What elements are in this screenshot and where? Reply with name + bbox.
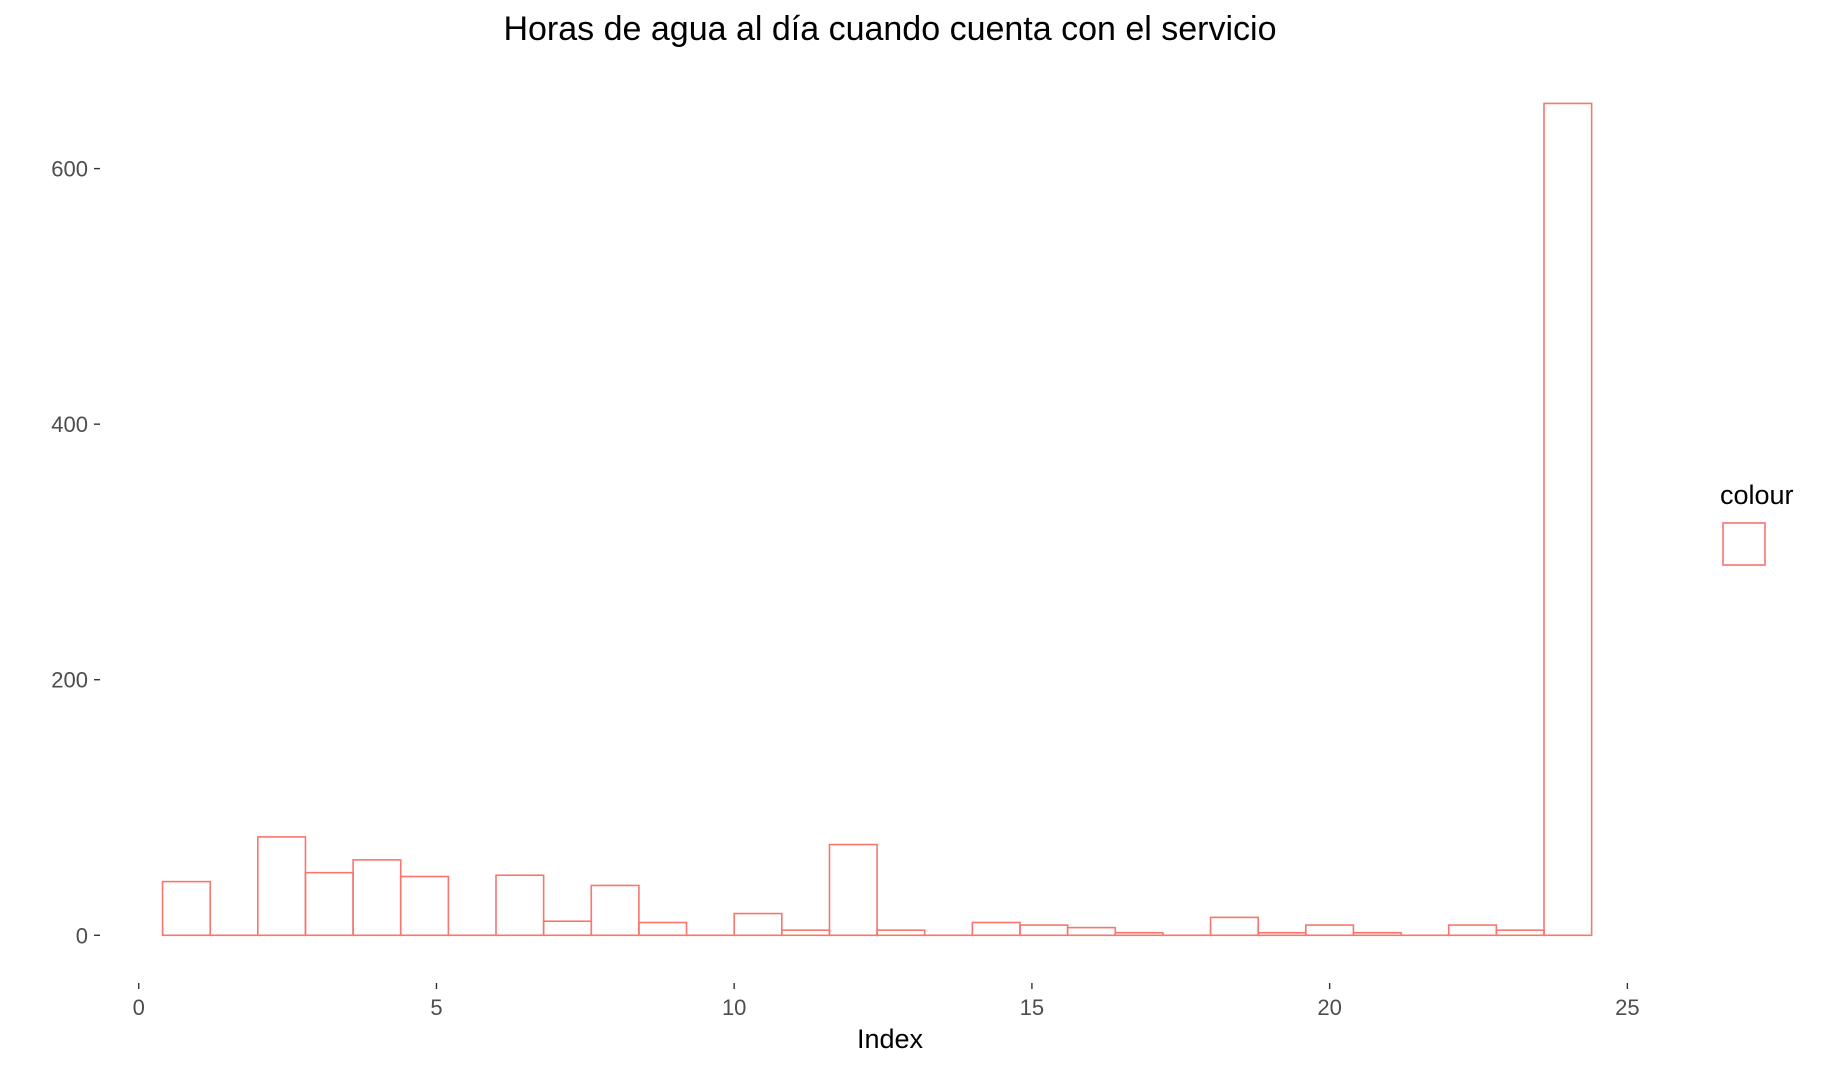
histogram-bar-19 bbox=[1066, 926, 1117, 937]
histogram-bar-8 bbox=[542, 920, 593, 937]
histogram-bar-3 bbox=[304, 871, 354, 937]
legend-title: colour bbox=[1720, 480, 1794, 510]
x-tick-label-5: 5 bbox=[430, 995, 442, 1020]
y-tick-label-0: 0 bbox=[76, 923, 88, 948]
histogram-bar-28 bbox=[1495, 929, 1545, 937]
histogram-bar-0 bbox=[161, 880, 211, 937]
histogram-bar-23 bbox=[1257, 931, 1307, 937]
y-axis: 0 200 400 600 bbox=[51, 157, 100, 948]
x-tick-label-20: 20 bbox=[1317, 995, 1341, 1020]
legend: colour bbox=[1720, 480, 1794, 566]
x-tick-label-10: 10 bbox=[722, 995, 746, 1020]
histogram-bar-12 bbox=[733, 912, 783, 937]
x-tick-label-0: 0 bbox=[133, 995, 145, 1020]
legend-key bbox=[1722, 522, 1766, 566]
histogram-bar-22 bbox=[1209, 916, 1259, 937]
bars bbox=[161, 102, 1593, 937]
x-tick-label-15: 15 bbox=[1020, 995, 1044, 1020]
chart-title: Horas de agua al día cuando cuenta con e… bbox=[503, 10, 1276, 48]
y-tick-label-600: 600 bbox=[51, 157, 88, 182]
histogram-bar-14 bbox=[828, 843, 878, 937]
histogram-bar-25 bbox=[1352, 931, 1402, 937]
histogram-bar-20 bbox=[1114, 931, 1164, 937]
histogram-bar-24 bbox=[1305, 924, 1355, 937]
histogram-bar-4 bbox=[352, 859, 402, 937]
histogram-bar-18 bbox=[1019, 924, 1069, 937]
y-tick-label-400: 400 bbox=[51, 412, 88, 437]
x-axis: 0 5 10 15 20 25 bbox=[133, 983, 1640, 1020]
x-tick-label-25: 25 bbox=[1615, 995, 1639, 1020]
histogram-bar-29 bbox=[1543, 102, 1593, 937]
histogram-bar-5 bbox=[399, 875, 450, 937]
histogram-bar-27 bbox=[1447, 924, 1498, 937]
histogram-bar-10 bbox=[638, 921, 688, 937]
histogram-bar-15 bbox=[876, 929, 926, 937]
histogram-bar-17 bbox=[971, 921, 1021, 937]
x-axis-title: Index bbox=[857, 1024, 924, 1054]
y-tick-label-200: 200 bbox=[51, 668, 88, 693]
histogram-bar-2 bbox=[257, 836, 307, 937]
histogram-bar-7 bbox=[495, 874, 545, 937]
histogram-bar-13 bbox=[781, 929, 831, 937]
histogram-bar-9 bbox=[590, 884, 640, 937]
